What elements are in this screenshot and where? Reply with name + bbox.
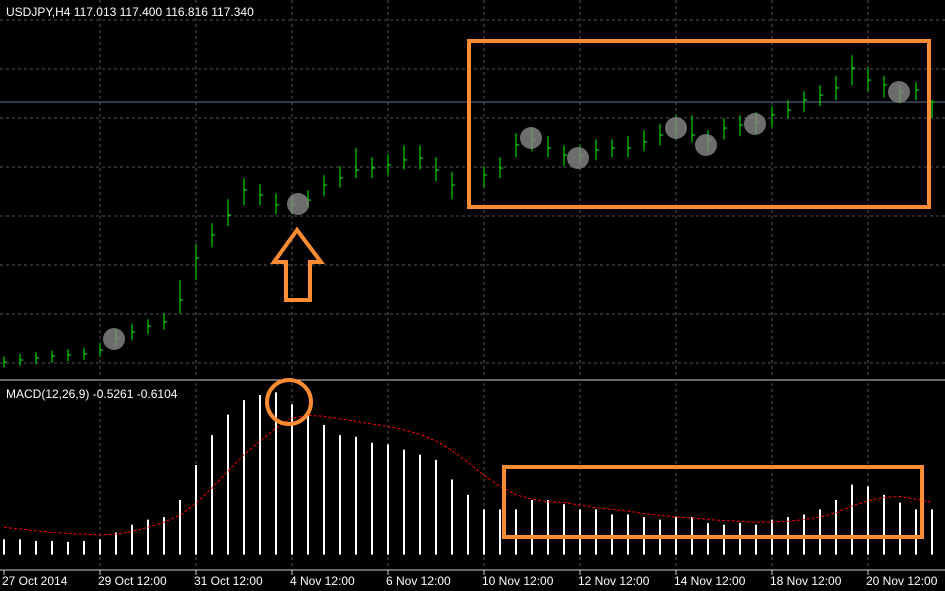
annotation-arrow [270,226,325,302]
x-tick-label: 20 Nov 12:00 [866,574,938,588]
indicator-title: MACD(12,26,9) -0.5261 -0.6104 [6,387,178,401]
x-tick-label: 12 Nov 12:00 [578,574,650,588]
trade-markers [103,81,910,350]
annotation-box [502,465,924,539]
x-tick-label: 31 Oct 12:00 [194,574,263,588]
x-tick-label: 14 Nov 12:00 [674,574,746,588]
signal-line [3,414,933,536]
x-tick-label: 6 Nov 12:00 [386,574,451,588]
x-tick-label: 18 Nov 12:00 [770,574,842,588]
annotation-circle [265,378,313,426]
x-tick-label: 10 Nov 12:00 [482,574,554,588]
chart-title: USDJPY,H4 117.013 117.400 116.816 117.34… [6,5,254,19]
grid [0,0,945,570]
x-tick-label: 29 Oct 12:00 [98,574,167,588]
x-tick-label: 4 Nov 12:00 [290,574,355,588]
x-tick-label: 27 Oct 2014 [2,574,68,588]
annotation-box [467,39,931,209]
